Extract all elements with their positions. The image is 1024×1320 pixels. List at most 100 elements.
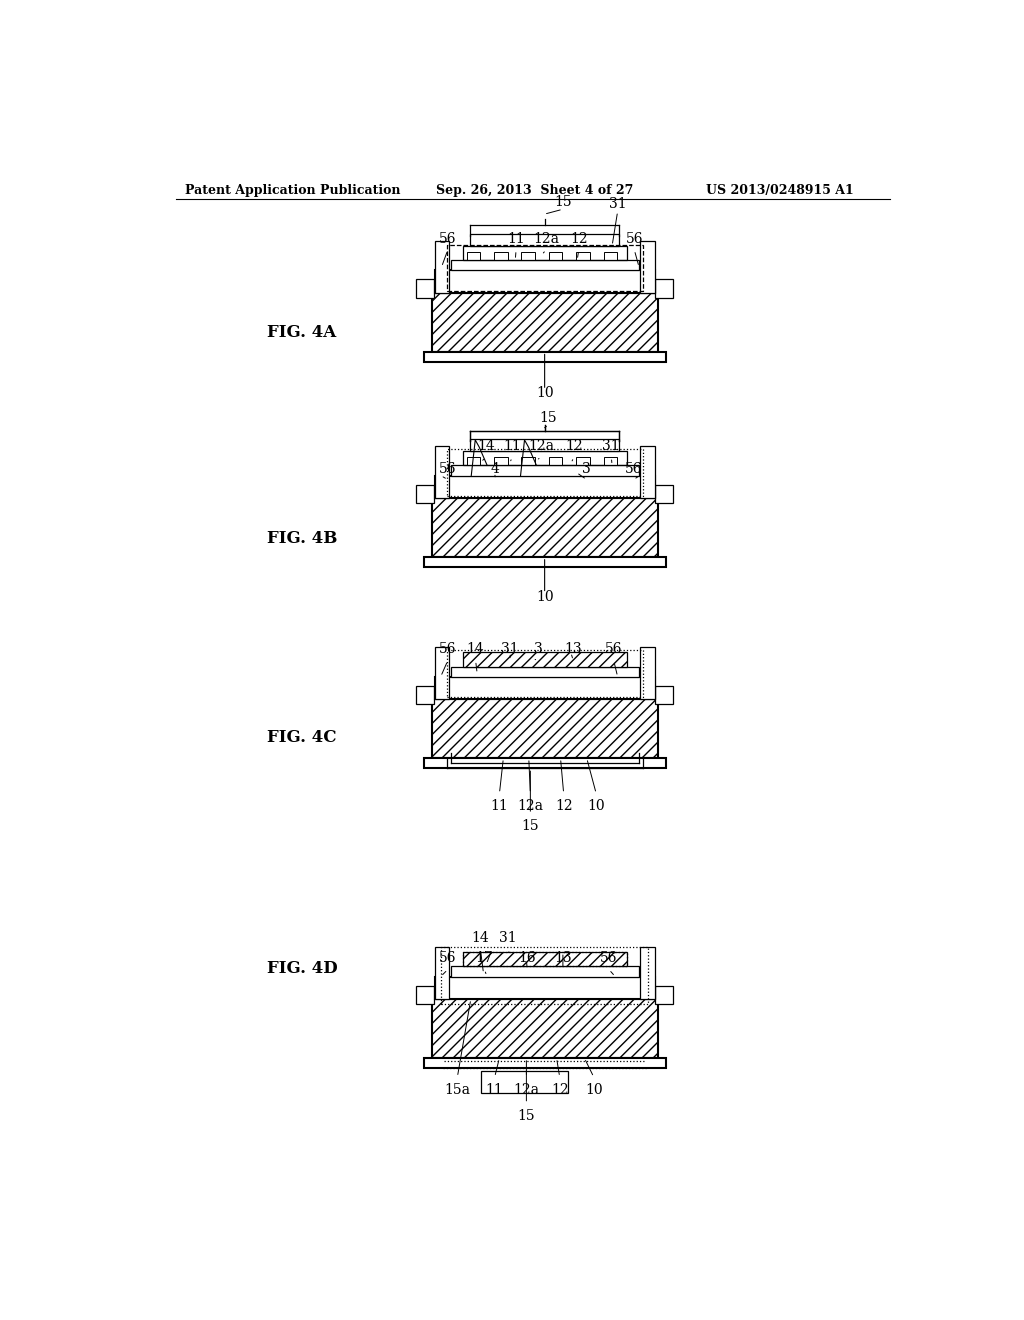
Text: 10: 10 — [536, 590, 553, 603]
Text: 11: 11 — [507, 232, 525, 246]
Text: FIG. 4D: FIG. 4D — [267, 960, 338, 977]
Bar — [463, 652, 627, 667]
Bar — [655, 484, 673, 503]
Text: 56: 56 — [439, 232, 457, 246]
Text: 12a: 12a — [534, 232, 559, 246]
Bar — [463, 451, 627, 466]
Text: 56: 56 — [600, 952, 617, 965]
Text: FIG. 4C: FIG. 4C — [267, 729, 336, 746]
Bar — [521, 252, 536, 260]
Bar — [467, 457, 480, 466]
Text: 16: 16 — [518, 952, 536, 965]
Text: Patent Application Publication: Patent Application Publication — [185, 183, 400, 197]
Bar — [431, 999, 657, 1057]
Text: 15a: 15a — [444, 1084, 470, 1097]
Text: 14: 14 — [467, 643, 484, 656]
Text: 10: 10 — [536, 387, 553, 400]
Text: 31: 31 — [602, 440, 621, 453]
Bar — [603, 252, 617, 260]
Bar — [467, 252, 480, 260]
Bar — [417, 986, 434, 1005]
Bar — [446, 244, 643, 290]
Text: 12a: 12a — [528, 440, 554, 453]
Bar — [549, 457, 562, 466]
Bar — [446, 449, 643, 496]
Text: 14: 14 — [477, 440, 495, 453]
Text: 13: 13 — [554, 952, 571, 965]
Text: FIG. 4B: FIG. 4B — [267, 529, 337, 546]
Bar — [549, 252, 562, 260]
Bar — [431, 293, 657, 351]
Text: 56: 56 — [439, 462, 457, 475]
Bar — [417, 280, 434, 297]
Bar — [494, 457, 508, 466]
Text: 56: 56 — [439, 643, 457, 656]
Bar — [640, 647, 654, 700]
Bar — [435, 475, 654, 498]
Text: 12a: 12a — [513, 1084, 540, 1097]
Text: 3: 3 — [583, 462, 591, 475]
Text: 31: 31 — [500, 931, 517, 945]
Bar — [441, 948, 648, 1005]
Bar — [640, 446, 654, 498]
Bar — [435, 677, 654, 700]
Text: 56: 56 — [439, 952, 457, 965]
Bar — [435, 271, 654, 293]
Bar — [463, 952, 627, 966]
Text: 14: 14 — [471, 931, 489, 945]
Text: 10: 10 — [588, 799, 605, 813]
Text: US 2013/0248915 A1: US 2013/0248915 A1 — [706, 183, 853, 197]
Text: 15: 15 — [521, 818, 540, 833]
Text: 31: 31 — [501, 643, 518, 656]
Text: 3: 3 — [534, 643, 543, 656]
Bar — [435, 948, 449, 999]
Bar — [451, 667, 639, 677]
Text: FIG. 4A: FIG. 4A — [267, 325, 336, 342]
Bar — [435, 977, 654, 999]
Bar — [424, 351, 666, 362]
Text: Sep. 26, 2013  Sheet 4 of 27: Sep. 26, 2013 Sheet 4 of 27 — [436, 183, 633, 197]
Bar — [521, 457, 536, 466]
Bar — [603, 457, 617, 466]
Text: 12: 12 — [551, 1084, 568, 1097]
Text: 56: 56 — [626, 232, 643, 246]
Bar — [451, 466, 639, 475]
Bar — [655, 280, 673, 297]
Text: 12: 12 — [570, 232, 588, 246]
Bar — [494, 252, 508, 260]
Text: 15: 15 — [554, 195, 571, 210]
Text: 12: 12 — [565, 440, 583, 453]
Text: 15: 15 — [517, 1109, 536, 1123]
Text: 31: 31 — [609, 197, 627, 211]
Bar — [424, 557, 666, 568]
Bar — [431, 498, 657, 557]
Text: 56: 56 — [625, 462, 642, 475]
Text: 10: 10 — [585, 1084, 603, 1097]
Bar — [417, 686, 434, 704]
Bar — [417, 484, 434, 503]
Bar — [640, 240, 654, 293]
Text: 12a: 12a — [517, 799, 544, 813]
Bar — [424, 1057, 666, 1068]
Bar — [463, 246, 627, 260]
Bar — [451, 260, 639, 271]
Bar — [640, 948, 654, 999]
Bar — [470, 234, 618, 246]
Bar — [577, 252, 590, 260]
Text: 13: 13 — [564, 643, 582, 656]
Text: 12: 12 — [555, 799, 572, 813]
Text: 11: 11 — [490, 799, 508, 813]
Bar — [655, 986, 673, 1005]
Bar — [446, 651, 643, 697]
Bar — [435, 240, 449, 293]
Bar — [470, 440, 618, 451]
Bar — [577, 457, 590, 466]
Text: 11: 11 — [503, 440, 521, 453]
Bar — [435, 446, 449, 498]
Text: 11: 11 — [485, 1084, 504, 1097]
Bar — [463, 952, 627, 966]
Bar — [451, 966, 639, 977]
Bar — [424, 758, 666, 768]
Bar — [431, 700, 657, 758]
Text: 17: 17 — [475, 952, 494, 965]
